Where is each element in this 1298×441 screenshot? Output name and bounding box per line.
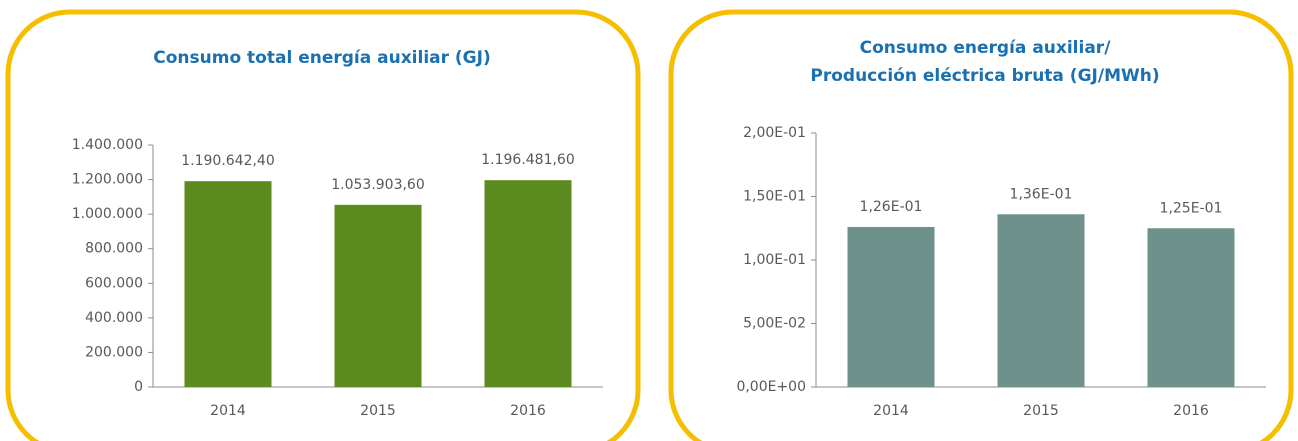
value-label: 1,36E-01 <box>1010 186 1073 202</box>
y-tick-label: 800.000 <box>85 241 143 257</box>
y-tick-label: 1.200.000 <box>72 172 143 188</box>
y-tick-label: 200.000 <box>85 344 143 360</box>
chart-title: Consumo energía auxiliar/ <box>860 38 1112 58</box>
x-tick-label: 2016 <box>510 403 546 419</box>
value-label: 1.053.903,60 <box>331 177 425 193</box>
bar <box>184 181 272 387</box>
y-tick-label: 0 <box>134 379 143 395</box>
chart-title: Consumo total energía auxiliar (GJ) <box>153 48 491 68</box>
y-tick-label: 1.400.000 <box>72 137 143 153</box>
chart-title: Producción eléctrica bruta (GJ/MWh) <box>810 66 1159 86</box>
y-tick-label: 600.000 <box>85 275 143 291</box>
x-tick-label: 2014 <box>210 403 246 419</box>
bar <box>847 226 935 387</box>
value-label: 1.190.642,40 <box>181 153 275 169</box>
value-label: 1,26E-01 <box>860 199 923 215</box>
bar <box>1147 228 1235 387</box>
bar <box>997 214 1085 387</box>
x-tick-label: 2014 <box>873 403 909 419</box>
y-tick-label: 5,00E-02 <box>743 316 806 332</box>
bar <box>484 180 572 387</box>
bar <box>334 204 422 387</box>
y-tick-label: 2,00E-01 <box>743 125 806 141</box>
value-label: 1.196.481,60 <box>481 152 575 168</box>
panel <box>668 9 1294 441</box>
x-tick-label: 2015 <box>360 403 396 419</box>
y-tick-label: 1,50E-01 <box>743 189 806 205</box>
panel <box>5 9 641 441</box>
y-tick-label: 0,00E+00 <box>736 379 806 395</box>
x-tick-label: 2016 <box>1173 403 1209 419</box>
x-tick-label: 2015 <box>1023 403 1059 419</box>
value-label: 1,25E-01 <box>1160 200 1223 216</box>
y-tick-label: 1,00E-01 <box>743 252 806 268</box>
y-tick-label: 1.000.000 <box>72 206 143 222</box>
y-tick-label: 400.000 <box>85 310 143 326</box>
